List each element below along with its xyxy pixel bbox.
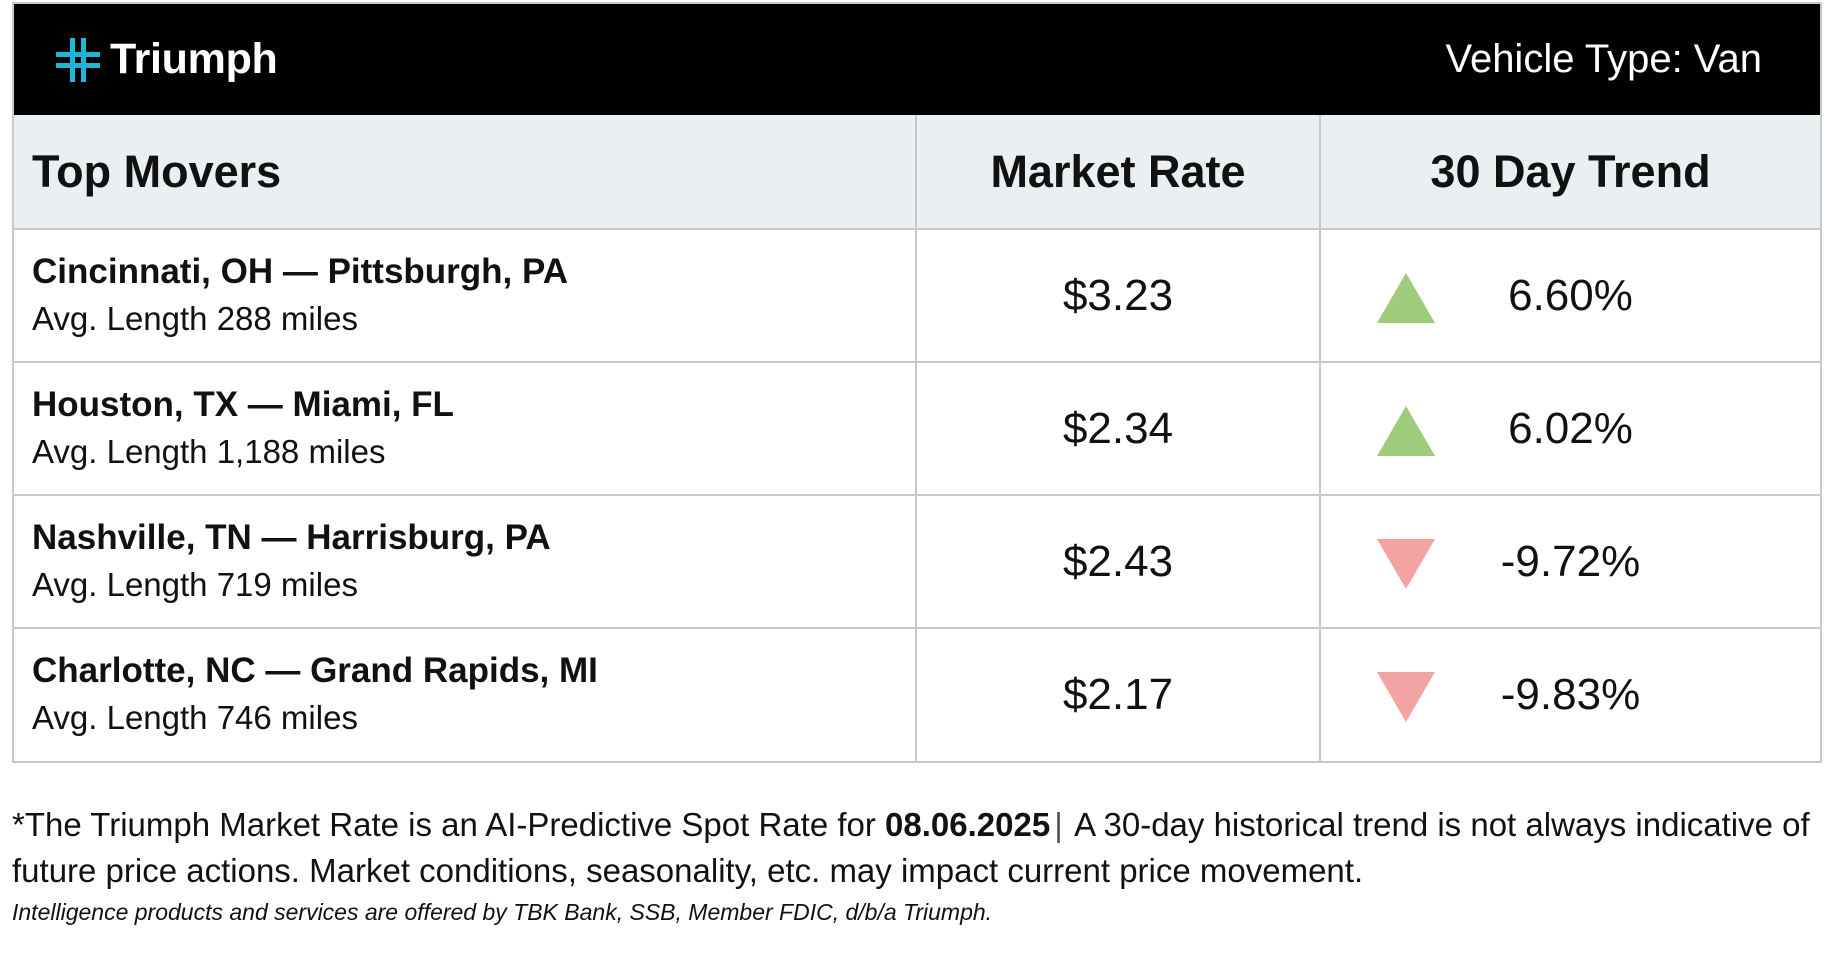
table-row: Charlotte, NC — Grand Rapids, MI Avg. Len… [14,627,1820,761]
top-movers-table: Top Movers Market Rate 30 Day Trend Cinc… [14,115,1820,761]
table-row: Cincinnati, OH — Pittsburgh, PA Avg. Leng… [14,228,1820,363]
market-rate: $3.23 [915,228,1321,363]
triumph-cross-icon [56,37,100,82]
lane-length: Avg. Length 746 miles [32,699,358,736]
trend-up-icon [1377,273,1435,323]
trend-percent: -9.83% [1500,670,1641,719]
lane-length: Avg. Length 288 miles [32,299,358,337]
trend-percent: -9.72% [1500,536,1641,586]
table-row: Nashville, TN — Harrisburg, PA Avg. Lengt… [14,494,1820,629]
trend-percent: 6.60% [1508,270,1633,320]
trend-cell: -9.72% [1319,494,1820,629]
column-header-top-movers: Top Movers [14,115,917,230]
table-row: Houston, TX — Miami, FL Avg. Length 1,188… [14,361,1820,496]
table-header-row: Top Movers Market Rate 30 Day Trend [14,115,1820,230]
market-rate: $2.34 [915,361,1321,496]
lane-name: Nashville, TN — Harrisburg, PA [32,517,551,557]
trend-cell: 6.60% [1319,228,1820,363]
footnote: *The Triumph Market Rate is an AI-Predic… [12,802,1822,894]
footnote-prefix: *The Triumph Market Rate is an AI-Predic… [12,806,886,843]
lane-cell: Nashville, TN — Harrisburg, PA Avg. Lengt… [14,494,917,629]
header-bar: Triumph Vehicle Type: Van [14,4,1820,115]
footnote-date: 08.06.2025 [885,806,1051,843]
lane-length: Avg. Length 1,188 miles [32,432,386,470]
legal-disclaimer: Intelligence products and services are o… [12,899,993,925]
column-header-30-day-trend: 30 Day Trend [1319,115,1820,230]
vehicle-type-label: Vehicle Type: Van [1445,37,1762,81]
lane-length: Avg. Length 719 miles [32,565,358,603]
lane-name: Houston, TX — Miami, FL [32,384,454,424]
trend-down-icon [1377,539,1435,589]
trend-cell: 6.02% [1319,361,1820,496]
brand-name: Triumph [110,35,278,83]
rates-card: Triumph Vehicle Type: Van Top Movers Mar… [12,2,1822,763]
footnote-suffix: A 30-day historical trend is not always … [12,806,1810,889]
lane-name: Cincinnati, OH — Pittsburgh, PA [32,251,569,291]
lane-name: Charlotte, NC — Grand Rapids, MI [32,651,598,690]
trend-down-icon [1377,672,1435,722]
lane-cell: Houston, TX — Miami, FL Avg. Length 1,188… [14,361,917,496]
lane-cell: Charlotte, NC — Grand Rapids, MI Avg. Len… [14,627,917,761]
footnote-separator: | [1054,806,1063,843]
trend-cell: -9.83% [1319,627,1820,761]
trend-percent: 6.02% [1508,403,1633,453]
column-header-market-rate: Market Rate [915,115,1321,230]
market-rate: $2.43 [915,494,1321,629]
trend-up-icon [1377,406,1435,456]
brand: Triumph [56,35,278,84]
market-rate: $2.17 [915,627,1321,761]
lane-cell: Cincinnati, OH — Pittsburgh, PA Avg. Leng… [14,228,917,363]
